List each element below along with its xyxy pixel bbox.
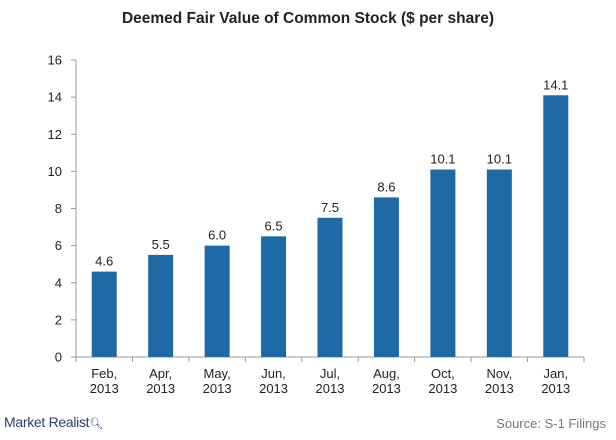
data-label: 10.1 — [487, 152, 512, 167]
y-tick-label: 14 — [48, 90, 62, 105]
bar — [543, 95, 569, 358]
y-tick-label: 6 — [55, 238, 62, 253]
x-tick-label: Apr, 2013 — [146, 366, 175, 396]
y-tick-label: 4 — [55, 275, 62, 290]
bar — [373, 197, 399, 357]
y-tick-label: 10 — [48, 164, 62, 179]
y-tick-label: 12 — [48, 127, 62, 142]
bar — [261, 236, 287, 357]
x-tick-label: Nov, 2013 — [485, 366, 514, 396]
data-label: 5.5 — [152, 237, 170, 252]
bar — [91, 271, 117, 357]
bar — [486, 169, 512, 357]
y-tick-label: 0 — [55, 350, 62, 365]
y-tick-label: 16 — [48, 53, 62, 68]
bar — [204, 245, 230, 357]
y-axis: 0 2 4 6 8 10 12 14 16 — [48, 53, 77, 365]
brand-logo: Market Realist🔍︎ — [4, 414, 103, 430]
data-label: 8.6 — [377, 179, 395, 194]
bar — [317, 217, 343, 357]
y-tick-label: 8 — [55, 201, 62, 216]
data-label: 10.1 — [430, 152, 455, 167]
bar — [148, 254, 174, 357]
chart-title: Deemed Fair Value of Common Stock ($ per… — [121, 10, 495, 27]
bars — [91, 95, 569, 358]
magnifier-q-icon: 🔍︎ — [89, 418, 103, 430]
x-tick-label: Jun, 2013 — [259, 366, 288, 396]
x-tick-label: May, 2013 — [203, 366, 232, 396]
x-tick-label: Jul, 2013 — [316, 366, 345, 396]
data-label: 4.6 — [95, 254, 113, 269]
data-label: 14.1 — [543, 77, 568, 92]
x-tick-label: Aug, 2013 — [372, 366, 401, 396]
data-label: 6.5 — [265, 218, 283, 233]
data-label: 7.5 — [321, 200, 339, 215]
source-note: Source: S-1 Filings — [496, 416, 606, 431]
x-tick-label: Jan, 2013 — [541, 366, 570, 396]
data-labels: 4.6 5.5 6.0 6.5 7.5 8.6 10.1 10.1 14.1 — [95, 77, 568, 268]
x-axis: Feb, 2013 Apr, 2013 May, 2013 Jun, 2013 Jul, 2013… — [75, 356, 585, 396]
data-label: 6.0 — [208, 228, 226, 243]
bar — [430, 169, 456, 357]
brand-name: Market Realist — [4, 414, 90, 430]
x-tick-label: Feb, 2013 — [90, 366, 119, 396]
x-tick-label: Oct, 2013 — [428, 366, 457, 396]
y-tick-label: 2 — [55, 312, 62, 327]
